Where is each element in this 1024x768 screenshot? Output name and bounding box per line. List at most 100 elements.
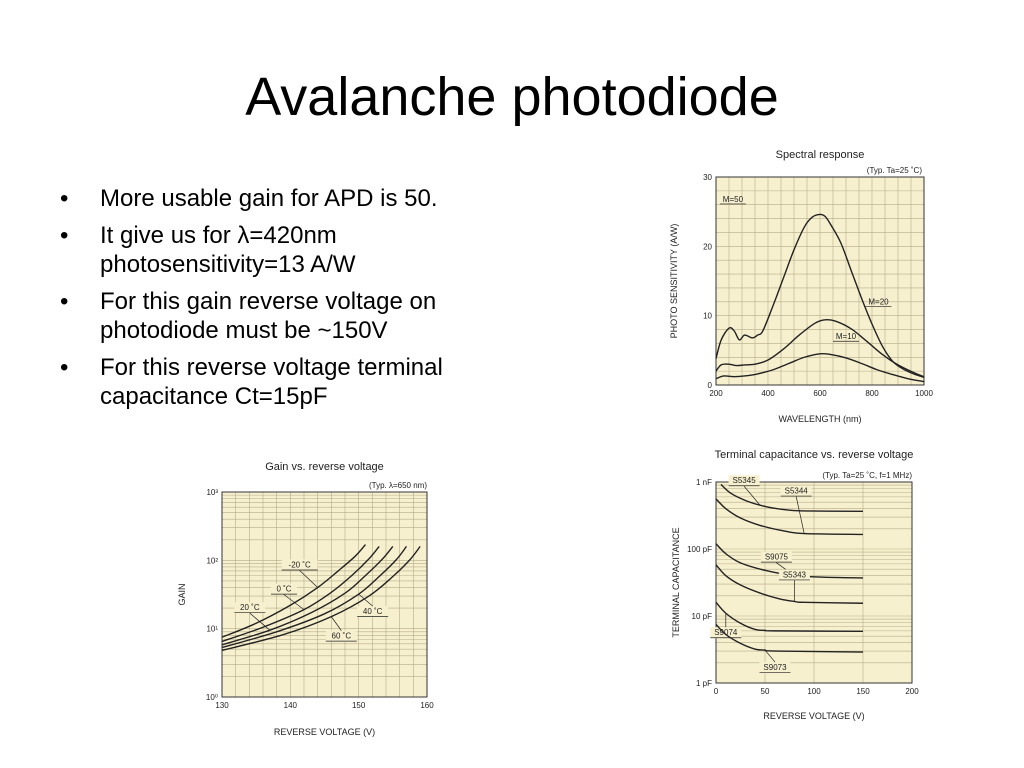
series-line (715, 352, 925, 383)
plot-frame (715, 481, 913, 684)
chart-subtitle: (Typ. λ=650 nm) (369, 481, 427, 490)
series-line (715, 213, 925, 379)
series-label: S9074 (714, 628, 738, 637)
series-label: 60 ˚C (332, 632, 352, 641)
bullet-list: • More usable gain for APD is 50. • It g… (56, 184, 526, 419)
chart-subtitle: (Typ. Ta=25 ˚C, f=1 MHz) (822, 471, 912, 480)
chart-title: Spectral response (776, 149, 865, 161)
bullet-icon: • (60, 354, 69, 381)
x-tick-label: 400 (761, 389, 775, 398)
x-tick-label: 150 (856, 687, 870, 696)
series-label-box (281, 559, 318, 571)
series-label-box (325, 630, 357, 642)
series-line (715, 564, 864, 604)
series-line (221, 545, 394, 646)
bullet-item: • For this gain reverse voltage on photo… (56, 287, 526, 345)
y-tick-label: 1 nF (696, 478, 712, 487)
series-label-box (234, 602, 266, 614)
x-tick-label: 160 (420, 701, 434, 710)
y-tick-label: 10³ (206, 488, 218, 497)
x-tick-label: 800 (865, 389, 879, 398)
chart-subtitle: (Typ. Ta=25 ˚C) (867, 166, 923, 175)
plot-frame (221, 491, 428, 698)
series-label: M=10 (836, 332, 857, 341)
series-label: S5344 (785, 487, 809, 496)
series-label-box (760, 551, 792, 563)
y-tick-label: 100 pF (687, 545, 712, 554)
x-tick-label: 140 (284, 701, 298, 710)
series-label-leader (358, 593, 373, 607)
x-tick-label: 150 (352, 701, 366, 710)
y-tick-label: 10 pF (692, 612, 713, 621)
series-label: 0 ˚C (276, 585, 291, 594)
x-tick-label: 200 (905, 687, 919, 696)
series-label: 20 ˚C (240, 603, 260, 612)
series-line (221, 545, 421, 652)
bullet-item: • More usable gain for APD is 50. (56, 184, 526, 213)
series-line (221, 544, 367, 638)
bullet-item: • For this reverse voltage terminal capa… (56, 353, 526, 411)
series-label-box (357, 606, 389, 618)
x-tick-label: 200 (709, 389, 723, 398)
bullet-text: It give us for λ=420nm photosensitivity=… (100, 222, 356, 278)
series-label: 40 ˚C (363, 607, 383, 616)
series-label-box (271, 583, 297, 595)
x-tick-label: 0 (714, 687, 719, 696)
bullet-item: • It give us for λ=420nm photosensitivit… (56, 221, 526, 279)
y-tick-label: 1 pF (696, 679, 712, 688)
x-axis-label: WAVELENGTH (nm) (778, 414, 861, 424)
x-tick-label: 1000 (915, 389, 933, 398)
y-axis-label: GAIN (177, 583, 187, 605)
series-label: S9073 (763, 663, 787, 672)
series-label-leader (331, 616, 342, 631)
series-label-box (728, 475, 760, 487)
bullet-icon: • (60, 288, 69, 315)
series-label-box (759, 662, 791, 674)
series-label-box (710, 627, 742, 639)
gain-vs-voltage-chart: Gain vs. reverse voltage (Typ. λ=650 nm) 1… (177, 461, 434, 737)
y-tick-label: 10² (206, 556, 218, 565)
series-line (715, 543, 864, 579)
series-label: S9075 (765, 553, 789, 562)
series-label-leader (283, 594, 305, 610)
series-label-leader (764, 649, 776, 663)
series-label-leader (299, 570, 318, 588)
series-line (715, 623, 864, 653)
series-line (715, 318, 925, 378)
chart-title: Terminal capacitance vs. reverse voltage (715, 449, 914, 461)
bullet-text: For this gain reverse voltage on photodi… (100, 288, 437, 344)
series-label-box (778, 569, 810, 581)
series-label: S5345 (733, 476, 757, 485)
series-label-leader (249, 612, 271, 631)
x-tick-label: 600 (813, 389, 827, 398)
series-line (720, 483, 864, 513)
chart-title: Gain vs. reverse voltage (265, 461, 384, 473)
series-label-box (780, 485, 812, 497)
x-axis-label: REVERSE VOLTAGE (V) (274, 727, 375, 737)
x-tick-label: 100 (807, 687, 821, 696)
series-label: M=20 (868, 298, 889, 307)
series-label-leader (743, 486, 761, 506)
bullet-icon: • (60, 222, 69, 249)
series-label: S5343 (783, 570, 807, 579)
plot-area (222, 492, 427, 697)
y-axis-label: TERMINAL CAPACITANCE (671, 527, 681, 637)
y-tick-label: 0 (708, 381, 713, 390)
plot-frame (715, 176, 925, 386)
bullet-text: More usable gain for APD is 50. (100, 185, 438, 212)
y-tick-label: 10¹ (206, 625, 218, 634)
y-tick-label: 30 (703, 173, 712, 182)
series-label: M=50 (723, 195, 744, 204)
series-label-leader (795, 496, 805, 534)
y-tick-label: 20 (703, 242, 712, 251)
y-tick-label: 10⁰ (206, 693, 218, 702)
slide-title: Avalanche photodiode (245, 67, 779, 127)
series-line (221, 545, 380, 643)
x-axis-label: REVERSE VOLTAGE (V) (763, 711, 864, 721)
y-tick-label: 10 (703, 312, 712, 321)
x-tick-label: 130 (215, 701, 229, 710)
y-axis-label: PHOTO SENSITIVITY (A/W) (669, 224, 679, 339)
bullet-icon: • (60, 185, 69, 212)
series-label: -20 ˚C (289, 561, 311, 570)
spectral-response-chart: Spectral response(Typ. Ta=25 ˚C)200 400 60… (669, 149, 933, 424)
